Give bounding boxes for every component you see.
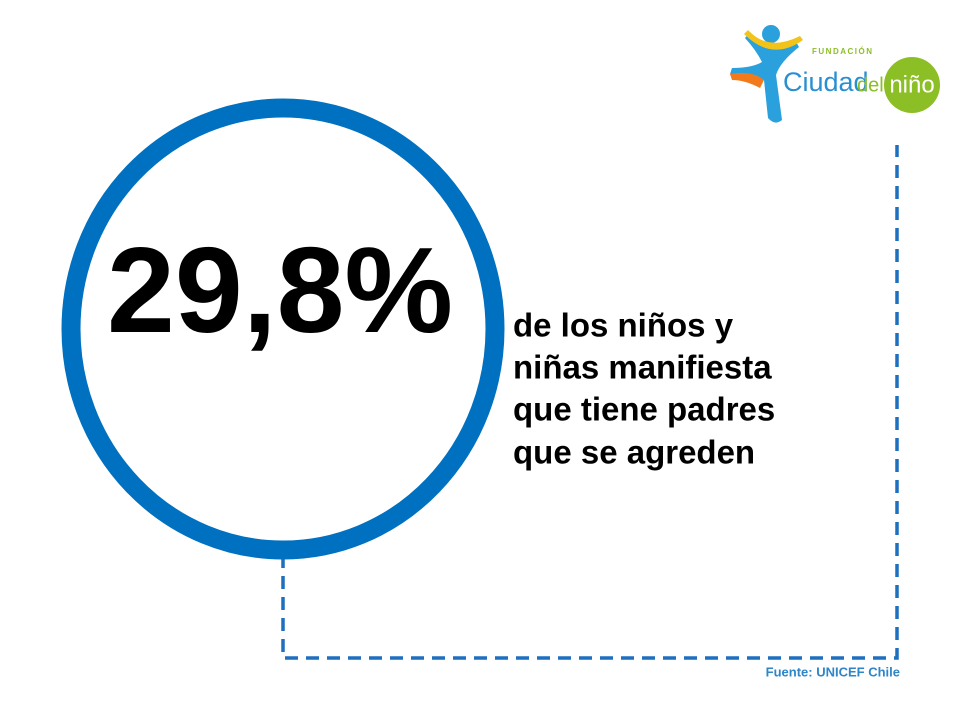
description-line: niñas manifiesta (513, 349, 772, 386)
logo: FUNDACIÓN Ciudad del niño (730, 25, 940, 123)
logo-body (730, 32, 799, 123)
logo-head (762, 25, 780, 43)
description-line: que tiene padres (513, 391, 775, 428)
logo-arms (744, 30, 803, 50)
logo-connector: del (857, 74, 884, 96)
description-line: que se agreden (513, 434, 755, 471)
logo-highlight: niño (889, 71, 934, 98)
source: Fuente: UNICEF Chile (766, 664, 900, 679)
logo-foundation: FUNDACIÓN (812, 47, 874, 56)
logo-name: Ciudad (783, 67, 869, 97)
logo-badge (884, 57, 940, 113)
stat-description: de los niños y niñas manifiesta que tien… (513, 307, 775, 471)
stat-ring (61, 98, 505, 560)
logo-leg (730, 72, 764, 88)
dashed-connector (281, 145, 899, 660)
stat-value: 29,8% (107, 222, 453, 358)
description-line: de los niños y (513, 307, 734, 344)
